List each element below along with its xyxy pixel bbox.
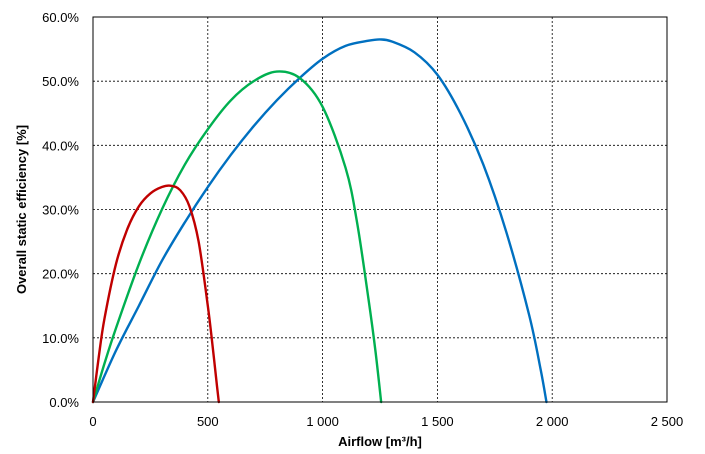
y-tick-label: 60.0% — [42, 10, 79, 25]
x-tick-label: 0 — [89, 414, 96, 429]
y-tick-label: 0.0% — [49, 395, 79, 410]
x-tick-label: 1 500 — [421, 414, 454, 429]
series-line-1 — [91, 70, 383, 404]
x-tick-label: 1 000 — [306, 414, 339, 429]
plot-border — [92, 16, 668, 403]
x-tick-label: 500 — [197, 414, 219, 429]
x-tick-label: 2 500 — [651, 414, 684, 429]
x-tick-labels: 0 500 1 000 1 500 2 000 2 500 — [89, 414, 683, 429]
x-axis-title: Airflow [m³/h] — [338, 434, 422, 449]
series-line-2 — [91, 38, 548, 404]
y-tick-label: 50.0% — [42, 74, 79, 89]
y-tick-label: 10.0% — [42, 331, 79, 346]
y-tick-label: 40.0% — [42, 138, 79, 153]
y-tick-label: 20.0% — [42, 267, 79, 282]
y-tick-label: 30.0% — [42, 203, 79, 218]
series-layer — [91, 38, 548, 404]
x-tick-label: 2 000 — [536, 414, 569, 429]
y-tick-labels: 0.0% 10.0% 20.0% 30.0% 40.0% 50.0% 60.0% — [42, 10, 79, 410]
grid-layer — [93, 17, 667, 402]
y-axis-title: Overall static efficiency [%] — [14, 125, 29, 294]
series-line-0 — [91, 184, 221, 404]
